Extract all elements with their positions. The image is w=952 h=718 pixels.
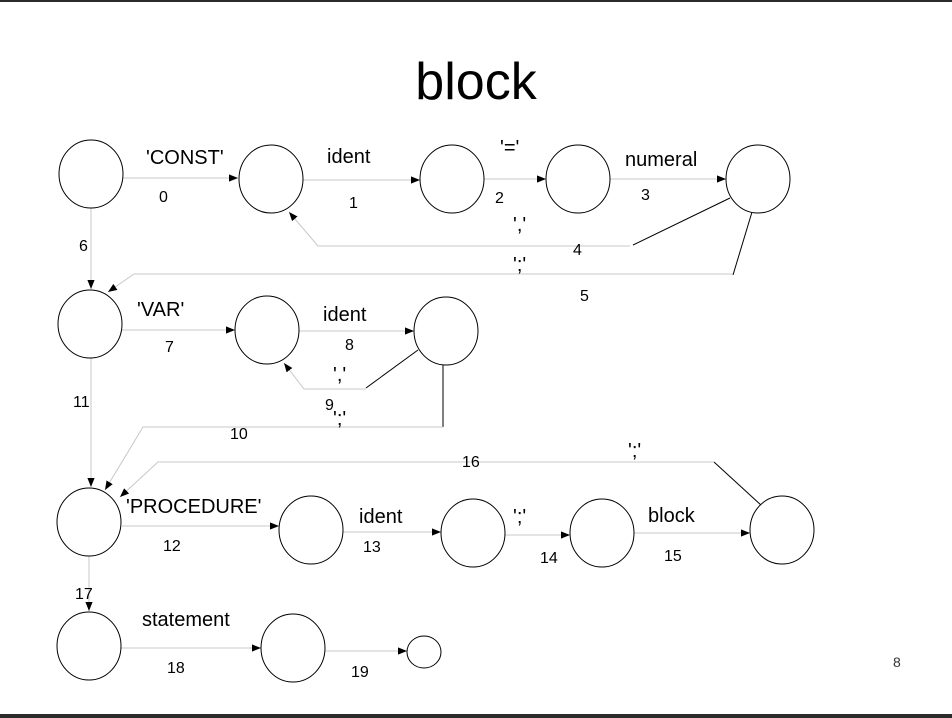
label-var: 'VAR': [137, 299, 184, 321]
edge-5: [107, 273, 733, 293]
edge-number: 15: [664, 548, 682, 565]
page-number: 8: [893, 654, 901, 670]
state-node-c1: [278, 495, 344, 565]
state-node-a2: [419, 144, 485, 214]
edge-number: 14: [540, 550, 558, 567]
label-semi-proc2: ';': [628, 440, 641, 462]
state-node-d0: [56, 611, 122, 681]
state-node-b2: [413, 296, 479, 366]
state-node-d1: [260, 613, 326, 683]
edge-number: 9: [325, 397, 334, 414]
edge-5-diag: [732, 211, 753, 276]
edge-number: 1: [349, 195, 358, 212]
label-const-ident: ident: [327, 146, 371, 168]
state-node-a4: [725, 144, 791, 214]
slide-bottom-border: [0, 714, 952, 718]
edge-number: 2: [495, 190, 504, 207]
label-semi-const: ';': [513, 254, 526, 276]
label-const: 'CONST': [146, 147, 224, 169]
edge-16-diag: [713, 461, 763, 507]
state-node-c2: [440, 498, 506, 568]
state-node-c0: [56, 487, 122, 557]
label-proc-ident: ident: [359, 506, 403, 528]
state-node-c4: [749, 495, 815, 565]
label-semi-var: ';': [333, 408, 346, 430]
edge-10: [104, 426, 443, 491]
edge-number: 12: [163, 538, 181, 555]
slide-title: block: [415, 53, 537, 111]
slide-top-border: [0, 0, 952, 2]
label-semi-proc1: ';': [513, 506, 526, 528]
edge-number: 6: [79, 238, 88, 255]
edge-number: 10: [230, 426, 248, 443]
state-node-a0: [58, 139, 124, 209]
edge-4-diag: [632, 197, 731, 246]
state-node-b1: [234, 295, 300, 365]
state-node-c3: [569, 498, 635, 568]
edge-number: 5: [580, 288, 589, 305]
edge-number: 7: [165, 339, 174, 356]
edge-4: [288, 211, 630, 247]
label-procedure: 'PROCEDURE': [126, 496, 261, 518]
edge-9: [283, 362, 366, 390]
label-comma-var: ',': [333, 364, 346, 386]
state-node-a3: [545, 144, 611, 214]
edge-number: 11: [73, 394, 90, 411]
state-node-b0: [57, 289, 123, 359]
state-node-a1: [238, 144, 304, 214]
label-numeral: numeral: [625, 149, 697, 171]
label-equals: '=': [500, 137, 519, 159]
edge-number: 4: [573, 242, 582, 259]
final-state-node: [406, 635, 442, 669]
edge-number: 3: [641, 187, 650, 204]
edge-number: 16: [462, 454, 480, 471]
edge-9-diag: [365, 349, 419, 389]
edge-number: 13: [363, 539, 381, 556]
edge-number: 8: [345, 337, 354, 354]
edge-16: [119, 461, 714, 498]
edge-number: 17: [75, 586, 93, 603]
edge-number: 0: [159, 189, 168, 206]
label-statement: statement: [142, 609, 230, 631]
label-block-ref: block: [648, 505, 696, 527]
label-comma-const: ',': [513, 214, 526, 236]
edge-number: 19: [351, 664, 369, 681]
label-var-ident: ident: [323, 304, 367, 326]
edge-number: 18: [167, 660, 185, 677]
